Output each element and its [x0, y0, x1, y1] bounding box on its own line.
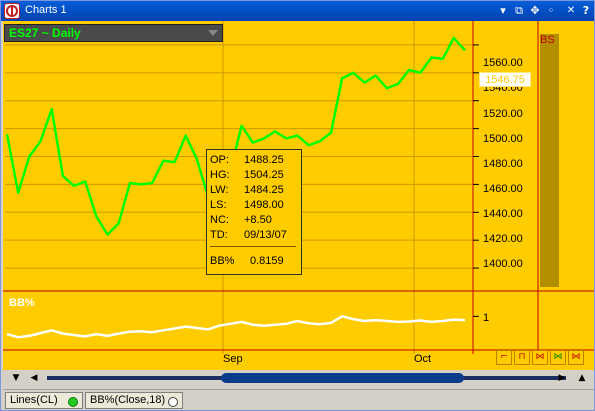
status-pane-lines[interactable]: Lines(CL) [5, 392, 83, 409]
x-tick-label: Oct [414, 353, 432, 365]
chart-tool-button-3[interactable]: ⋈ [532, 350, 548, 365]
horizontal-scrollbar[interactable]: ▼ ◀ ▶ ▲ [3, 370, 594, 387]
bs-profile-bar [540, 34, 559, 287]
tooltip-divider [210, 246, 296, 247]
x-tick-label: Sep [223, 353, 243, 365]
data-tooltip: OP: 1488.25 HG: 1504.25 LW: 1484.25 LS: 1498… [206, 149, 302, 275]
chart-canvas[interactable] [3, 21, 594, 370]
tooltip-value: +8.50 [244, 214, 272, 226]
status-pane-bb-label: BB%(Close,18) [90, 394, 166, 406]
tooltip-value: 1504.25 [244, 169, 284, 181]
y-tick-label: 1420.00 [483, 233, 523, 245]
price-series-line [5, 36, 466, 236]
last-price-flag: 1546.75 [479, 72, 531, 87]
tooltip-value: 09/13/07 [244, 229, 287, 241]
indicator-y-tick-label: 1 [483, 312, 490, 324]
tooltip-key: LW: [210, 184, 229, 196]
chart-tool-button-2[interactable]: ⊓ [514, 350, 530, 365]
tooltip-key: OP: [210, 154, 229, 166]
y-tick-label: 1560.00 [483, 57, 523, 69]
close-icon[interactable]: ✕ [566, 5, 576, 16]
restore-icon[interactable]: ⧉ [515, 4, 523, 17]
status-pane-bb[interactable]: BB%(Close,18) [85, 392, 183, 409]
tooltip-key: NC: [210, 214, 229, 226]
status-pane-lines-label: Lines(CL) [10, 394, 58, 406]
scroll-left-icon[interactable]: ◀ [30, 373, 38, 383]
status-bar: Lines(CL) BB%(Close,18) [3, 389, 594, 410]
chevron-down-icon[interactable] [208, 30, 218, 36]
scroll-right-icon[interactable]: ▶ [558, 373, 566, 383]
tooltip-key: BB% [210, 255, 235, 267]
y-tick-label: 1480.00 [483, 158, 523, 170]
tooltip-key: HG: [210, 169, 230, 181]
title-bar[interactable]: Charts 1 ▾ ⧉ ✥ ◦ ✕ ? [1, 1, 594, 21]
tooltip-value: 1488.25 [244, 154, 284, 166]
help-icon[interactable]: ? [582, 4, 590, 17]
active-indicator-icon [68, 397, 78, 407]
y-tick-label: 1500.00 [483, 133, 523, 145]
tooltip-key: TD: [210, 229, 228, 241]
y-tick-label: 1460.00 [483, 183, 523, 195]
minimize-icon[interactable]: ▾ [500, 4, 506, 17]
symbol-selector[interactable]: ES27 ~ Daily [4, 24, 223, 42]
window-title: Charts 1 [25, 4, 67, 16]
indicator-label: BB% [9, 297, 35, 309]
tooltip-key: LS: [210, 199, 227, 211]
bs-label: BS [540, 34, 555, 46]
y-tick-label: 1440.00 [483, 208, 523, 220]
tooltip-value: 0.8159 [250, 255, 284, 267]
scroll-left-end-icon[interactable]: ▼ [12, 373, 20, 383]
inactive-indicator-icon [168, 397, 178, 407]
y-tick-label: 1400.00 [483, 258, 523, 270]
tooltip-value: 1484.25 [244, 184, 284, 196]
pin-icon[interactable]: ◦ [547, 4, 555, 17]
scrollbar-thumb[interactable] [221, 373, 464, 383]
y-tick-label: 1520.00 [483, 108, 523, 120]
move-icon[interactable]: ✥ [530, 4, 540, 17]
bb-series-line [6, 315, 466, 339]
chart-tool-button-4[interactable]: ⋈ [550, 350, 566, 365]
app-icon [4, 3, 20, 19]
chart-tool-button-5[interactable]: ⋈ [568, 350, 584, 365]
tooltip-value: 1498.00 [244, 199, 284, 211]
symbol-label: ES27 ~ Daily [9, 26, 81, 40]
scroll-right-end-icon[interactable]: ▲ [578, 373, 586, 383]
chart-tool-button-1[interactable]: ⌐ [496, 350, 512, 365]
